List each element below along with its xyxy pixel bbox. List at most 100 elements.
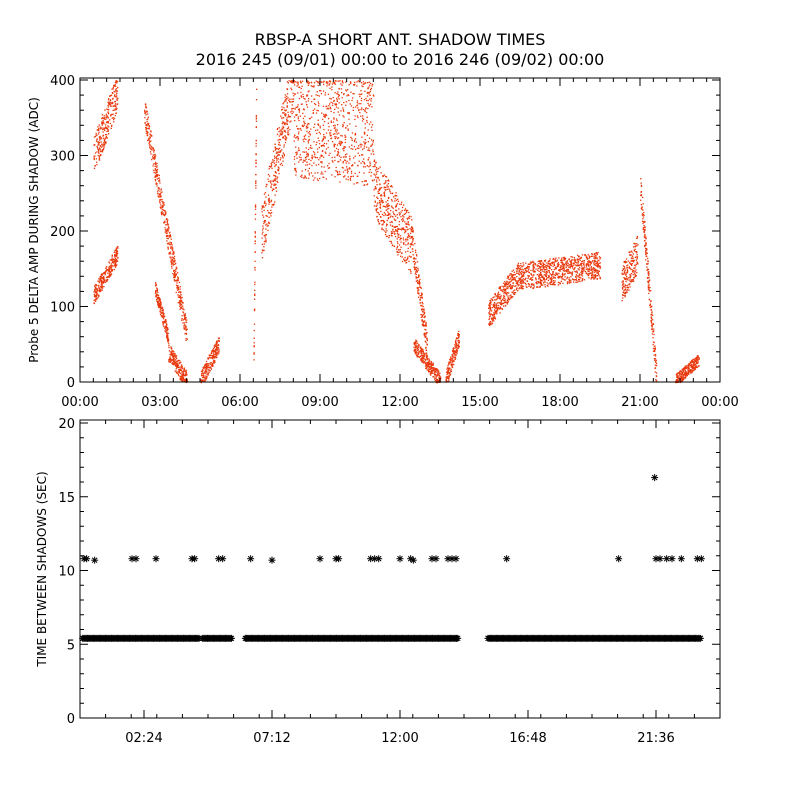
data-point <box>155 155 157 157</box>
data-point <box>518 265 521 267</box>
data-point <box>158 306 160 308</box>
data-point <box>598 266 600 268</box>
data-point <box>566 269 568 271</box>
data-point <box>447 376 449 378</box>
data-point <box>302 93 304 96</box>
data-point <box>543 274 545 276</box>
data-point <box>167 338 170 341</box>
data-point <box>254 243 256 245</box>
data-point <box>335 166 337 169</box>
data-point <box>332 121 335 123</box>
data-point <box>407 218 409 220</box>
data-point <box>370 175 372 177</box>
data-point <box>147 113 149 115</box>
data-point <box>560 280 562 282</box>
data-point <box>527 277 529 279</box>
data-point <box>272 203 275 206</box>
data-point <box>546 268 548 270</box>
data-point <box>333 146 335 148</box>
data-point <box>114 84 116 86</box>
data-point <box>342 167 344 169</box>
data-point <box>592 273 594 275</box>
data-point <box>407 233 409 235</box>
data-point <box>101 124 103 126</box>
data-point <box>593 264 595 266</box>
data-point <box>423 333 425 336</box>
data-point <box>202 369 204 372</box>
data-point <box>494 293 496 295</box>
data-point <box>277 158 279 160</box>
data-point <box>320 145 322 147</box>
data-point <box>179 302 182 304</box>
data-point <box>566 260 568 262</box>
data-point <box>356 104 358 106</box>
data-point <box>310 172 313 174</box>
data-point <box>527 267 529 269</box>
data-point <box>582 277 584 280</box>
data-point <box>149 137 151 139</box>
data-point <box>380 172 382 174</box>
data-point <box>262 214 264 216</box>
data-point <box>592 267 594 269</box>
data-point <box>185 332 187 334</box>
data-point <box>145 104 147 106</box>
data-point <box>285 138 287 140</box>
data-point <box>438 374 440 376</box>
data-point <box>540 279 542 282</box>
data-point <box>157 294 160 296</box>
top-points <box>93 80 700 384</box>
data-point <box>284 134 286 137</box>
data-point <box>162 310 164 312</box>
data-point <box>549 278 551 280</box>
data-point <box>367 129 369 131</box>
data-point <box>387 199 389 202</box>
data-point <box>97 150 100 152</box>
data-point <box>167 223 169 225</box>
data-point <box>539 278 542 281</box>
data-point <box>171 258 174 261</box>
data-point <box>271 161 273 163</box>
data-point <box>554 258 556 260</box>
data-point <box>149 146 151 148</box>
data-point <box>505 282 508 284</box>
data-point <box>356 102 358 104</box>
data-point <box>401 227 403 229</box>
data-point <box>324 94 326 96</box>
data-point <box>300 159 302 161</box>
data-point <box>360 90 362 92</box>
data-point <box>416 351 418 354</box>
data-point <box>451 358 453 361</box>
data-point <box>210 351 213 354</box>
data-point <box>307 122 309 125</box>
data-point <box>293 136 295 138</box>
data-point <box>431 367 434 369</box>
data-point <box>112 105 114 107</box>
data-point <box>420 308 423 310</box>
data-point <box>178 366 180 369</box>
data-point <box>387 214 390 216</box>
data-point <box>385 225 388 227</box>
data-point <box>513 271 515 273</box>
data-point <box>176 287 178 289</box>
data-point <box>579 276 581 278</box>
data-point <box>415 280 417 282</box>
data-point <box>107 111 109 114</box>
data-point <box>301 170 303 172</box>
data-point <box>563 264 565 266</box>
data-point <box>561 272 564 274</box>
data-point <box>449 358 452 361</box>
data-point <box>414 347 416 349</box>
data-point <box>204 379 206 381</box>
data-point <box>278 172 280 175</box>
data-point <box>489 324 491 326</box>
data-point <box>423 362 425 364</box>
data-point <box>275 148 277 150</box>
data-point <box>103 141 105 144</box>
data-point <box>580 277 582 279</box>
data-point <box>274 164 277 166</box>
data-point <box>335 136 337 138</box>
data-point <box>596 253 598 256</box>
data-point <box>523 264 525 266</box>
data-point <box>418 345 420 347</box>
data-point <box>115 254 117 256</box>
